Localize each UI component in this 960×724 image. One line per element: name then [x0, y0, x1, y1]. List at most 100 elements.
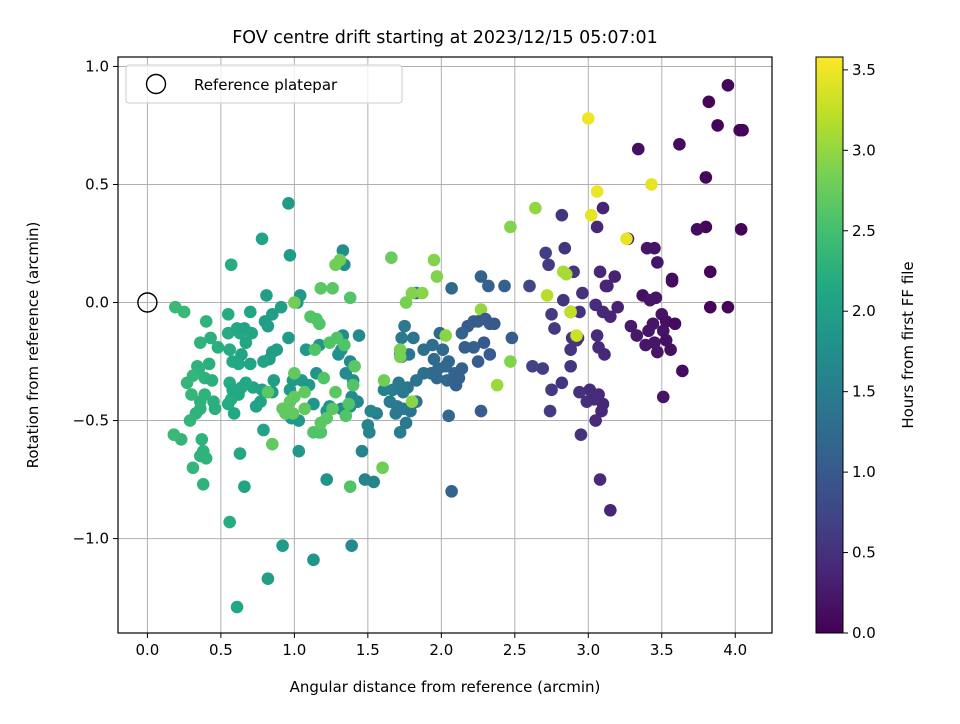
data-point [258, 315, 272, 328]
data-point [555, 376, 569, 390]
data-point [270, 343, 284, 357]
data-point [598, 348, 611, 361]
data-point [338, 338, 351, 352]
data-point [570, 329, 583, 342]
data-point [643, 293, 657, 307]
data-point [505, 331, 519, 345]
data-point [386, 383, 400, 397]
data-point [642, 324, 655, 338]
y-axis-label: Rotation from reference (arcmin) [24, 222, 42, 469]
colorbar-tick-label: 0.0 [852, 624, 876, 642]
data-point [620, 232, 633, 246]
data-point [573, 305, 586, 319]
data-point [651, 256, 664, 269]
reference-platepar-marker [137, 292, 158, 313]
data-points [167, 79, 749, 614]
legend-entry-reference: Reference platepar [194, 76, 338, 94]
data-point [536, 362, 550, 375]
data-point [487, 317, 501, 331]
data-point [191, 359, 204, 373]
data-point [703, 300, 717, 314]
data-point [504, 355, 517, 368]
data-point [377, 374, 391, 387]
data-point [367, 475, 381, 489]
data-point [232, 357, 245, 371]
data-point [257, 423, 270, 437]
data-point [352, 329, 366, 342]
data-point [452, 371, 466, 385]
data-point [596, 305, 610, 319]
data-point [630, 329, 644, 342]
data-point [668, 317, 682, 331]
data-point [348, 359, 361, 373]
colorbar-tick-label: 3.5 [852, 61, 876, 79]
data-point [223, 515, 236, 529]
data-point [343, 480, 357, 493]
data-point [711, 119, 724, 132]
data-point [410, 374, 423, 387]
data-point [180, 376, 194, 390]
data-point [539, 246, 552, 260]
data-point [699, 171, 713, 184]
data-point [332, 348, 345, 361]
data-point [404, 404, 417, 418]
data-point [608, 270, 622, 283]
data-point [243, 357, 257, 371]
data-point [224, 392, 238, 406]
data-point [205, 374, 219, 387]
data-point [355, 444, 369, 458]
data-point [430, 270, 444, 283]
data-point [326, 402, 339, 416]
x-axis-ticks: 0.0 0.5 1.0 1.5 2.0 2.5 3.0 3.5 4.0 [135, 633, 747, 659]
data-point [398, 319, 411, 333]
data-point [624, 319, 638, 333]
data-point [490, 378, 504, 392]
data-point [415, 286, 429, 300]
x-tick-label: 1.0 [282, 641, 306, 659]
data-point [385, 251, 398, 264]
data-point [545, 308, 558, 321]
data-point [526, 359, 539, 373]
data-point [199, 452, 213, 465]
data-point [230, 600, 244, 614]
legend-box [125, 64, 403, 104]
data-point [596, 201, 610, 215]
data-point [455, 326, 469, 340]
y-tick-label: −0.5 [73, 412, 109, 430]
data-point [601, 279, 614, 293]
x-tick-label: 3.0 [576, 641, 600, 659]
y-axis-ticks: −1.0 −0.5 0.0 0.5 1.0 [73, 57, 118, 548]
data-point [339, 367, 353, 380]
data-point [267, 374, 281, 387]
colorbar-tick-label: 1.0 [852, 463, 876, 481]
data-point [483, 348, 497, 361]
data-point [292, 444, 306, 458]
x-tick-label: 0.5 [209, 641, 233, 659]
data-point [405, 395, 419, 408]
data-point [238, 480, 251, 493]
data-point [445, 485, 458, 498]
data-point [584, 208, 598, 222]
data-point [261, 385, 275, 399]
colorbar-tick-label: 0.5 [852, 544, 876, 562]
x-tick-label: 4.0 [723, 641, 747, 659]
data-point [202, 357, 216, 371]
data-point [307, 553, 320, 567]
data-point [320, 473, 333, 486]
data-point [183, 414, 197, 427]
data-point [196, 477, 210, 491]
data-point [590, 185, 604, 198]
data-point [458, 341, 472, 354]
data-point [548, 322, 561, 335]
data-point [564, 305, 577, 319]
data-point [393, 350, 407, 364]
data-point [427, 352, 441, 366]
data-point [195, 433, 209, 446]
data-point [329, 385, 342, 399]
data-point [211, 341, 225, 354]
data-point [224, 258, 238, 272]
data-point [576, 286, 589, 300]
colorbar-tick-label: 3.0 [852, 141, 876, 159]
data-point [313, 317, 326, 331]
